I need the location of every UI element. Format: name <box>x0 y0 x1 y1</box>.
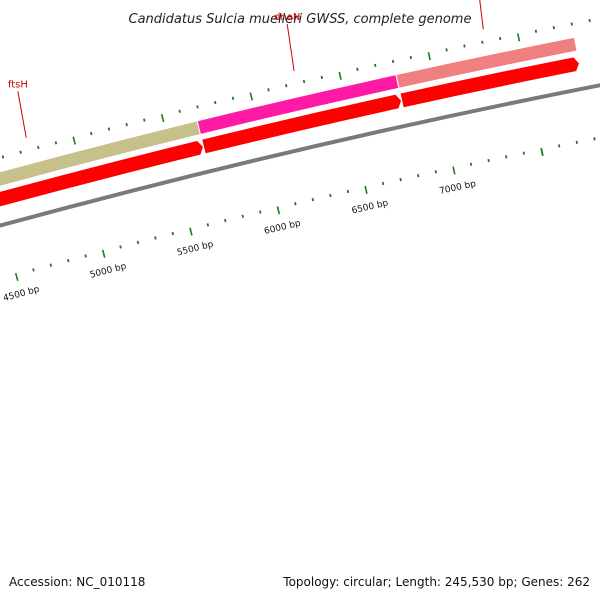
outer-tick-mark <box>72 136 76 145</box>
inner-tick-mark <box>417 174 420 178</box>
inner-tick-mark <box>224 218 227 223</box>
outer-tick-mark <box>427 52 431 61</box>
inner-tick-mark <box>241 214 245 218</box>
inner-tick-mark <box>189 227 193 236</box>
inner-tick-mark <box>364 185 368 194</box>
inner-tick-mark <box>294 202 297 206</box>
gene-labels: ftsHdnaNpheT <box>8 0 484 138</box>
genome-backbone-line <box>0 83 600 228</box>
inner-tick-mark <box>136 240 140 245</box>
inner-tick-mark <box>575 140 578 144</box>
outer-tick-mark <box>160 113 165 123</box>
cds-features <box>0 56 581 208</box>
gene-band-pheT <box>395 36 578 89</box>
inner-tick-mark <box>522 151 526 155</box>
bp-label: 7000 bp <box>438 179 477 197</box>
genome-summary-text: Topology: circular; Length: 245,530 bp; … <box>282 575 590 589</box>
inner-tick-mark <box>154 236 157 240</box>
outer-tick-mark <box>143 118 146 122</box>
inner-tick-mark <box>346 189 350 194</box>
outer-tick-mark <box>54 141 58 145</box>
cds-arrow <box>201 93 403 155</box>
bp-label: 4500 bp <box>2 285 41 304</box>
inner-tick-mark <box>276 206 281 215</box>
inner-tick-mark <box>259 210 262 214</box>
inner-tick-mark <box>434 170 438 174</box>
outer-tick-mark <box>409 55 413 60</box>
inner-tick-mark <box>171 231 175 236</box>
inner-tick-mark <box>593 137 596 141</box>
bp-label: 6000 bp <box>263 219 302 237</box>
inner-tick-mark <box>67 258 70 263</box>
inner-tick-mark <box>49 263 53 267</box>
outer-tick-mark <box>196 105 199 109</box>
inner-tick-mark <box>14 272 19 282</box>
inner-tick-mark <box>32 268 35 272</box>
gene-label-ftsH: ftsH <box>8 79 28 90</box>
outer-tick-mark <box>374 63 377 68</box>
bp-labels: 4500 bp 5000 bp 5500 bp 6000 bp 6500 bp 7000 … <box>2 179 477 304</box>
inner-tick-mark <box>557 144 561 148</box>
outer-tick-mark <box>125 122 128 127</box>
outer-tick-mark <box>338 71 342 80</box>
outer-tick-mark <box>552 25 556 30</box>
outer-tick-mark <box>534 29 538 33</box>
outer-tick-mark <box>1 155 5 159</box>
gene-label-leader-ftsH <box>17 91 27 138</box>
bp-label: 6500 bp <box>351 198 390 216</box>
outer-tick-mark <box>356 67 359 72</box>
cds-arrow <box>399 56 581 109</box>
genome-backbone <box>0 83 600 228</box>
gene-features <box>0 36 578 187</box>
outer-tick-mark <box>107 127 111 131</box>
inner-tick-mark <box>206 223 210 227</box>
inner-tick-mark <box>101 249 106 258</box>
outer-tick-mark <box>267 88 270 92</box>
outer-tick-mark <box>89 131 93 136</box>
gene-label-leader-pheT <box>479 0 484 30</box>
inner-tick-mark <box>540 147 544 157</box>
gene-label-dnaN: dnaN <box>274 12 300 23</box>
outer-tick-mark <box>213 100 217 105</box>
outer-tick-mark <box>249 92 253 101</box>
outer-tick-mark <box>231 96 235 100</box>
outer-tick-mark <box>516 33 521 42</box>
outer-tick-mark <box>178 109 181 113</box>
inner-tick-mark <box>452 166 456 175</box>
outer-tick-mark <box>498 36 502 41</box>
inner-tick-mark <box>329 193 332 198</box>
outer-tick-mark <box>302 79 306 84</box>
inner-tick-mark <box>505 155 508 159</box>
bp-label: 5500 bp <box>176 240 215 259</box>
inner-tick-mark <box>399 177 402 182</box>
outer-tick-mark <box>391 59 395 64</box>
outer-tick-mark <box>445 48 448 52</box>
outer-tick-mark <box>588 18 591 23</box>
accession-text: Accession: NC_010118 <box>9 575 145 589</box>
inner-tick-mark <box>311 197 315 202</box>
bp-label: 5000 bp <box>89 262 128 281</box>
tick-marks <box>1 18 596 282</box>
inner-tick-mark <box>469 162 473 166</box>
outer-tick-mark <box>19 150 22 154</box>
outer-tick-mark <box>285 83 288 88</box>
gene-label-leader-dnaN <box>286 24 295 72</box>
outer-tick-mark <box>481 40 484 44</box>
outer-tick-mark <box>37 145 40 150</box>
map-title: Candidatus Sulcia muelleri GWSS, complet… <box>129 12 472 27</box>
inner-tick-mark <box>381 181 385 186</box>
inner-tick-mark <box>487 158 490 163</box>
inner-tick-mark <box>84 254 87 258</box>
outer-tick-mark <box>320 75 324 80</box>
inner-tick-mark <box>119 245 122 249</box>
cds-arrow <box>0 139 205 208</box>
outer-tick-mark <box>570 22 573 26</box>
outer-tick-mark <box>463 44 466 48</box>
